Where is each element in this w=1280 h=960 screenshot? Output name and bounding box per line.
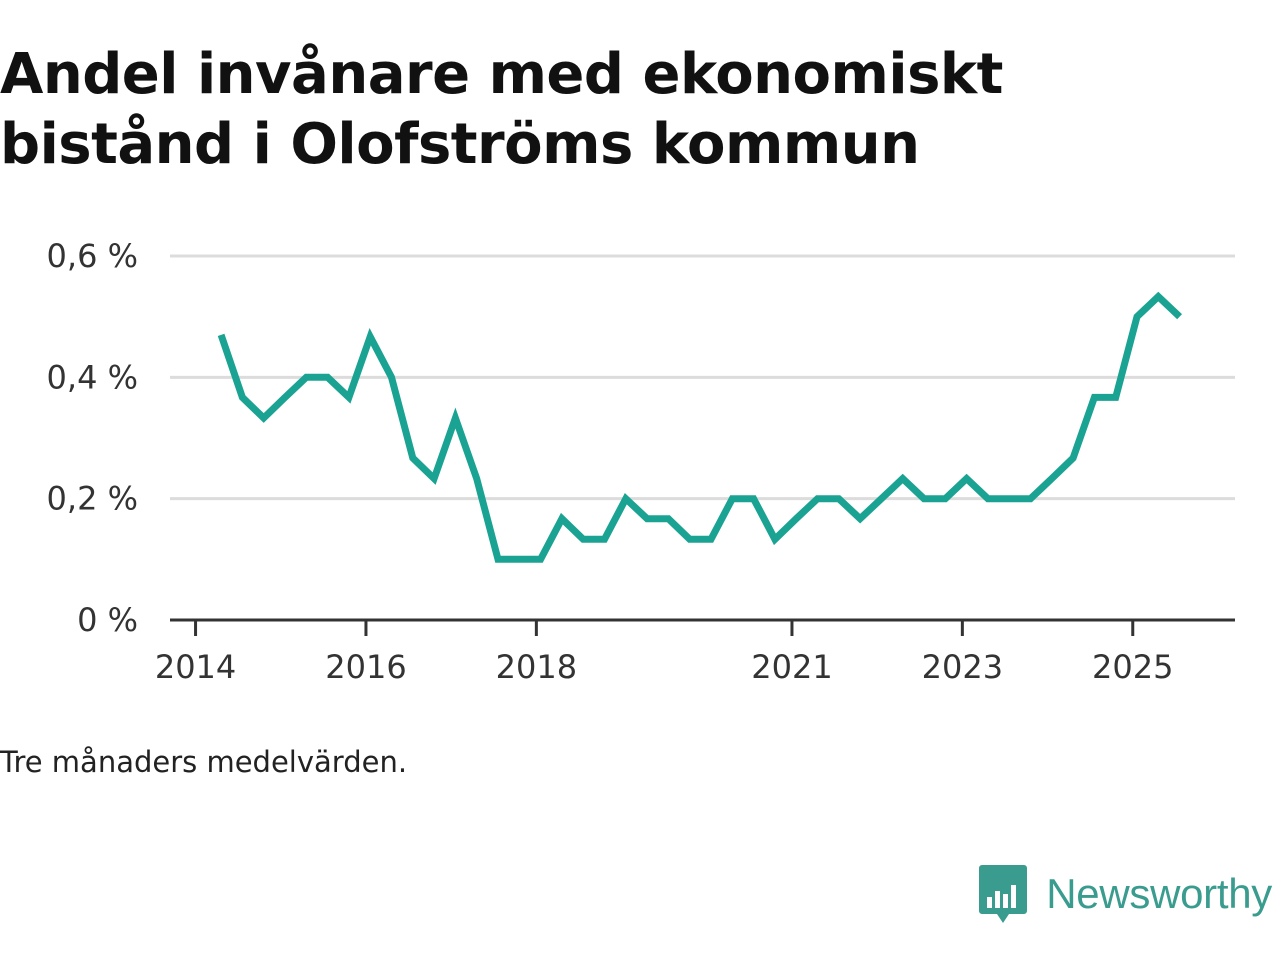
chart-title-line-1: Andel invånare med ekonomiskt bbox=[0, 42, 1003, 107]
x-tick-label-5: 2025 bbox=[1092, 648, 1173, 686]
y-tick-label-3: 0,6 % bbox=[47, 237, 138, 275]
brand-name: Newsworthy bbox=[1046, 870, 1272, 917]
line-chart: 0 %0,2 %0,4 %0,6 % 2014 2016 2018 2021 2023 2… bbox=[47, 237, 1235, 686]
gridlines bbox=[170, 254, 1235, 501]
footnote: Tre månaders medelvärden. bbox=[0, 745, 408, 779]
chart-title: Andel invånare med ekonomiskt bistånd i … bbox=[0, 40, 1200, 180]
x-tick-label-0: 2014 bbox=[155, 648, 236, 686]
x-tick-label-3: 2021 bbox=[751, 648, 832, 686]
x-axis: 2014 2016 2018 2021 2023 2025 bbox=[155, 618, 1235, 686]
y-axis-tick-labels: 0 % 0,2 % 0,4 % 0,6 % bbox=[47, 237, 138, 639]
y-tick-label-2: 0,4 % bbox=[47, 358, 138, 396]
bar-chart-speech-bubble-icon bbox=[979, 865, 1028, 923]
brand-logo: Newsworthy bbox=[978, 862, 1272, 926]
chart-title-line-2: bistånd i Olofströms kommun bbox=[0, 112, 920, 177]
x-tick-label-2: 2018 bbox=[496, 648, 577, 686]
series-line-0 bbox=[217, 291, 1183, 563]
y-tick-label-0: 0 % bbox=[77, 601, 138, 639]
x-tick-label-1: 2016 bbox=[325, 648, 406, 686]
series-layer bbox=[217, 291, 1183, 563]
y-tick-label-1: 0,2 % bbox=[47, 480, 138, 518]
x-tick-label-4: 2023 bbox=[922, 648, 1003, 686]
